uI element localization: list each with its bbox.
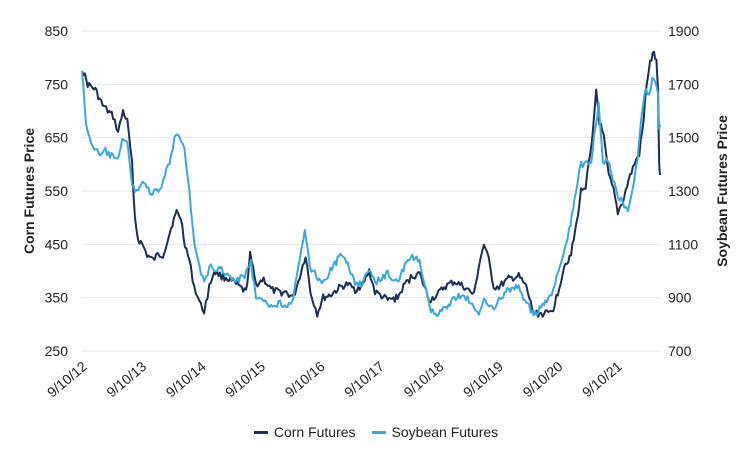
left-tick-label: 750: [45, 76, 69, 92]
gridlines: [82, 30, 660, 352]
right-tick-label: 900: [668, 290, 692, 306]
x-tick-label: 9/10/19: [460, 358, 506, 400]
right-axis-ticks: 1900 1700 1500 1300 1100 900 700: [668, 23, 699, 359]
left-tick-label: 250: [45, 343, 69, 359]
right-axis-title: Soybean Futures Price: [714, 115, 730, 267]
left-tick-label: 850: [45, 23, 69, 39]
legend-swatch-corn: [253, 430, 268, 434]
x-tick-label: 9/10/18: [400, 358, 446, 400]
legend-item-soybean: Soybean Futures: [371, 424, 499, 440]
soybean-futures-line: [81, 71, 661, 318]
x-tick-label: 9/10/14: [163, 358, 209, 400]
x-tick-label: 9/10/17: [341, 358, 387, 400]
x-tick-label: 9/10/16: [282, 358, 328, 400]
x-tick-label: 9/10/15: [222, 358, 268, 400]
legend: Corn Futures Soybean Futures: [0, 424, 752, 440]
corn-futures-line: [81, 50, 661, 318]
legend-swatch-soybean: [371, 430, 386, 434]
x-tick-label: 9/10/20: [519, 358, 565, 400]
legend-label-corn: Corn Futures: [273, 424, 356, 440]
left-tick-label: 650: [45, 130, 69, 146]
right-tick-label: 1700: [668, 76, 699, 92]
right-tick-label: 1300: [668, 183, 699, 199]
left-tick-label: 350: [45, 290, 69, 306]
right-tick-label: 700: [668, 343, 692, 359]
series-lines: [81, 50, 661, 318]
right-tick-label: 1900: [668, 23, 699, 39]
x-tick-label: 9/10/12: [44, 358, 90, 400]
x-tick-label: 9/10/13: [103, 358, 149, 400]
left-tick-label: 550: [45, 183, 69, 199]
x-tick-label: 9/10/21: [579, 358, 625, 400]
legend-item-corn: Corn Futures: [253, 424, 356, 440]
left-axis-title: Corn Futures Price: [21, 128, 37, 254]
x-axis-ticks: 9/10/12 9/10/13 9/10/14 9/10/15 9/10/16 9/10/…: [44, 358, 625, 400]
legend-label-soybean: Soybean Futures: [391, 424, 499, 440]
right-tick-label: 1100: [668, 236, 698, 252]
left-tick-label: 450: [45, 236, 69, 252]
right-tick-label: 1500: [668, 130, 699, 146]
left-axis-ticks: 850 750 650 550 450 350 250: [45, 23, 69, 359]
